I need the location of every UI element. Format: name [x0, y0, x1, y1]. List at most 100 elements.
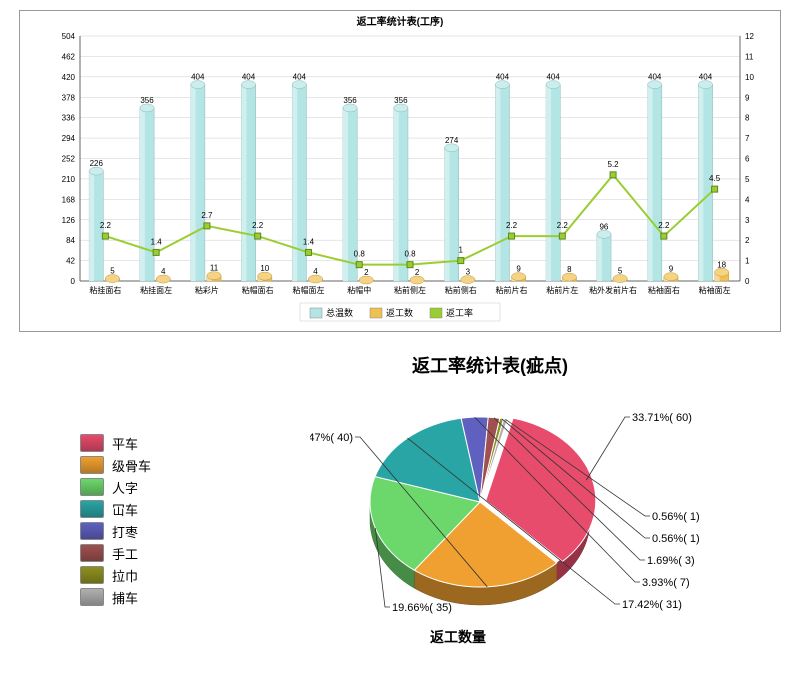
- svg-text:22.47%( 40): 22.47%( 40): [310, 432, 353, 444]
- svg-text:5: 5: [618, 267, 623, 276]
- svg-text:11: 11: [745, 52, 754, 61]
- svg-text:10: 10: [260, 264, 269, 273]
- legend-label: 打枣: [112, 522, 138, 541]
- svg-text:粘外发前片右: 粘外发前片右: [589, 285, 637, 295]
- svg-text:5: 5: [110, 267, 115, 276]
- svg-text:粘帽面右: 粘帽面右: [242, 285, 274, 295]
- svg-text:18: 18: [717, 260, 726, 269]
- svg-text:返工率统计表(工序): 返工率统计表(工序): [357, 15, 444, 28]
- pie-chart: 33.71%( 60) 22.47%( 40) 19.66%( 35) 17.42%(…: [310, 382, 710, 642]
- svg-text:3.93%( 7): 3.93%( 7): [642, 577, 690, 589]
- svg-text:356: 356: [394, 96, 408, 105]
- svg-text:0.56%( 1): 0.56%( 1): [652, 533, 700, 545]
- svg-text:1.69%( 3): 1.69%( 3): [647, 555, 695, 567]
- svg-text:4: 4: [313, 267, 318, 276]
- svg-text:5: 5: [745, 175, 750, 184]
- legend-label: 手工: [112, 544, 138, 563]
- svg-text:3: 3: [745, 216, 750, 225]
- svg-text:0.56%( 1): 0.56%( 1): [652, 511, 700, 523]
- svg-text:126: 126: [62, 216, 76, 225]
- legend-swatch: [80, 478, 104, 496]
- legend-label: 冚车: [112, 500, 138, 519]
- legend-swatch: [80, 522, 104, 540]
- pie-chart-title: 返工率统计表(疵点): [200, 352, 780, 378]
- pie-legend-item: 平车: [80, 432, 151, 454]
- svg-text:356: 356: [343, 96, 357, 105]
- svg-text:0.8: 0.8: [404, 250, 416, 259]
- svg-text:4: 4: [745, 195, 750, 204]
- svg-text:粘帽中: 粘帽中: [347, 285, 371, 295]
- pie-section: 返工率统计表(疵点) 平车级骨车人字冚车打枣手工拉巾捕车 33.71%( 60)…: [20, 352, 780, 652]
- svg-text:420: 420: [62, 73, 76, 82]
- svg-text:2.2: 2.2: [100, 221, 112, 230]
- svg-text:404: 404: [699, 73, 713, 82]
- svg-text:404: 404: [191, 73, 205, 82]
- svg-text:2.2: 2.2: [252, 221, 264, 230]
- svg-text:粘前片左: 粘前片左: [546, 285, 578, 295]
- svg-text:1: 1: [745, 257, 750, 266]
- pie-legend-item: 冚车: [80, 498, 151, 520]
- legend-swatch: [80, 434, 104, 452]
- pie-legend-item: 人字: [80, 476, 151, 498]
- svg-text:0: 0: [745, 277, 750, 286]
- svg-text:返工数: 返工数: [386, 307, 413, 318]
- svg-text:252: 252: [62, 155, 76, 164]
- svg-text:2.2: 2.2: [557, 221, 569, 230]
- svg-text:10: 10: [745, 73, 754, 82]
- legend-label: 级骨车: [112, 456, 151, 475]
- svg-text:0.8: 0.8: [354, 250, 366, 259]
- svg-text:168: 168: [62, 195, 76, 204]
- legend-swatch: [80, 588, 104, 606]
- legend-label: 人字: [112, 478, 138, 497]
- svg-text:294: 294: [62, 134, 76, 143]
- svg-text:17.42%( 31): 17.42%( 31): [622, 599, 682, 611]
- svg-text:226: 226: [90, 159, 104, 168]
- svg-text:9: 9: [516, 265, 521, 274]
- legend-swatch: [80, 566, 104, 584]
- svg-text:378: 378: [62, 93, 76, 102]
- svg-text:274: 274: [445, 136, 459, 145]
- svg-text:2.7: 2.7: [201, 211, 213, 220]
- pie-legend: 平车级骨车人字冚车打枣手工拉巾捕车: [80, 432, 151, 608]
- svg-text:2.2: 2.2: [506, 221, 518, 230]
- svg-text:9: 9: [745, 93, 750, 102]
- pie-legend-item: 捕车: [80, 586, 151, 608]
- svg-text:粘彩片: 粘彩片: [195, 285, 219, 295]
- legend-swatch: [80, 544, 104, 562]
- legend-swatch: [80, 500, 104, 518]
- svg-text:1.4: 1.4: [151, 237, 163, 246]
- svg-text:42: 42: [66, 257, 75, 266]
- svg-text:33.71%( 60): 33.71%( 60): [632, 412, 692, 424]
- svg-text:粘前侧左: 粘前侧左: [394, 285, 426, 295]
- svg-text:1: 1: [459, 246, 464, 255]
- svg-text:2: 2: [745, 236, 750, 245]
- legend-label: 平车: [112, 434, 138, 453]
- svg-text:8: 8: [567, 265, 572, 274]
- svg-text:84: 84: [66, 236, 75, 245]
- svg-text:96: 96: [599, 222, 608, 231]
- legend-swatch: [80, 456, 104, 474]
- svg-text:19.66%( 35): 19.66%( 35): [392, 602, 452, 614]
- svg-text:4: 4: [161, 267, 166, 276]
- pie-legend-item: 打枣: [80, 520, 151, 542]
- svg-text:粘袖面左: 粘袖面左: [699, 285, 731, 295]
- pie-legend-item: 级骨车: [80, 454, 151, 476]
- svg-text:404: 404: [242, 73, 256, 82]
- svg-text:粘挂面右: 粘挂面右: [89, 285, 121, 295]
- svg-text:粘挂面左: 粘挂面左: [140, 285, 172, 295]
- pie-legend-item: 手工: [80, 542, 151, 564]
- pie-legend-item: 拉巾: [80, 564, 151, 586]
- svg-text:2: 2: [364, 268, 369, 277]
- svg-text:2: 2: [415, 268, 420, 277]
- svg-text:504: 504: [62, 32, 76, 41]
- legend-label: 拉巾: [112, 566, 138, 585]
- svg-text:336: 336: [62, 114, 76, 123]
- svg-text:9: 9: [669, 265, 674, 274]
- svg-text:总温数: 总温数: [326, 307, 353, 318]
- svg-text:粘帽面左: 粘帽面左: [292, 285, 324, 295]
- svg-text:5.2: 5.2: [608, 160, 620, 169]
- svg-text:粘前侧右: 粘前侧右: [445, 285, 477, 295]
- svg-text:404: 404: [293, 73, 307, 82]
- svg-text:6: 6: [745, 155, 750, 164]
- svg-text:1.4: 1.4: [303, 237, 315, 246]
